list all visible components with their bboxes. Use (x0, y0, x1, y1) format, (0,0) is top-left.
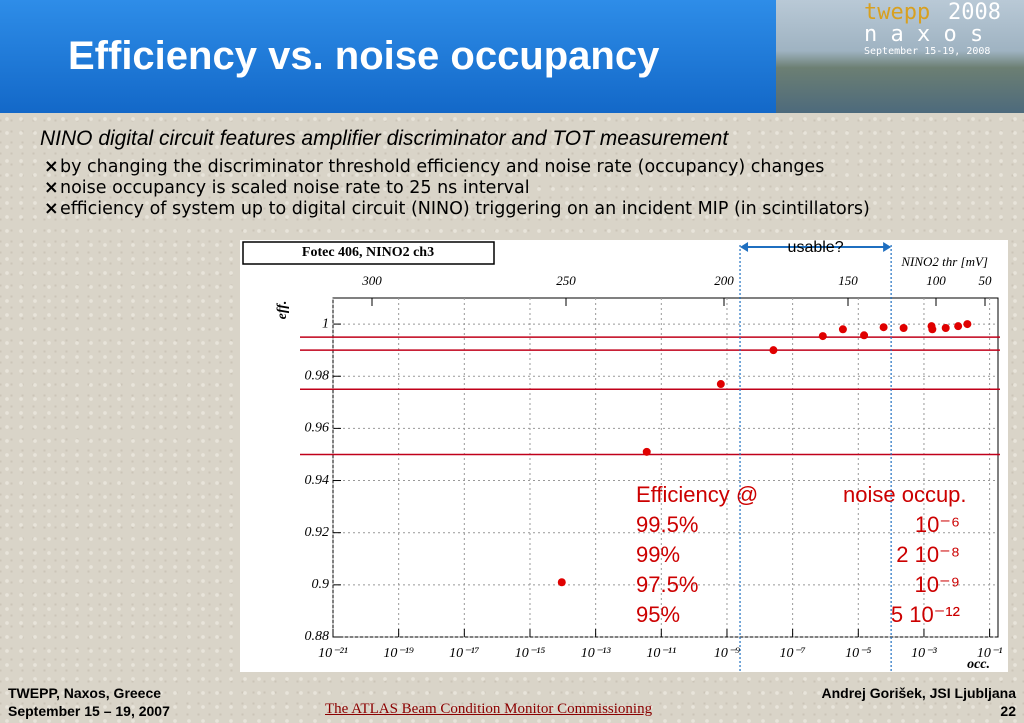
data-point (716, 380, 725, 389)
table-cell: 99.5% (636, 512, 699, 537)
x-tick-label: 10⁻¹⁷ (449, 646, 480, 661)
footer-center: The ATLAS Beam Condition Monitor Commiss… (325, 701, 653, 717)
chart-panel (240, 240, 1008, 672)
table-header: noise occup. (843, 482, 967, 507)
arrow-head (883, 242, 892, 252)
data-point (557, 578, 566, 587)
x-tick-label: 10⁻⁹ (714, 646, 740, 661)
data-point (860, 331, 869, 340)
data-point (928, 325, 937, 334)
table-cell: 95% (636, 602, 681, 627)
y-tick-label: 0.92 (305, 525, 330, 540)
x-tick-label: 10⁻¹¹ (646, 646, 676, 661)
table-cell: 99% (636, 542, 681, 567)
x-tick-label: 10⁻¹⁵ (515, 646, 546, 661)
y-tick-label: 0.98 (305, 368, 330, 383)
plot-frame (332, 297, 999, 638)
table-cell: 97.5% (636, 572, 699, 597)
table-header: Efficiency @ (636, 482, 759, 507)
banner-image: twepp 2008 n a x o s September 15-19, 20… (776, 0, 1024, 113)
table-cell: 10⁻⁹ (914, 572, 960, 597)
arrow-head (740, 242, 749, 252)
y-tick-label: 0.88 (305, 629, 330, 644)
page-number: 22 (1000, 703, 1016, 719)
chart-title: Fotec 406, NINO2 ch3 (302, 245, 434, 260)
footer-left: September 15 – 19, 2007 (8, 703, 170, 719)
bullet: by changing the discriminator threshold … (40, 157, 980, 178)
x2-tick-label: 200 (714, 273, 734, 288)
subtitle: NINO digital circuit features amplifier … (40, 127, 729, 150)
data-point (941, 323, 950, 332)
y-tick-label: 1 (322, 316, 329, 331)
data-point (954, 322, 963, 331)
x-tick-label: 10⁻²¹ (318, 646, 348, 661)
slide-title: Efficiency vs. noise occupancy (68, 34, 660, 78)
title-bar (0, 0, 776, 113)
bullet: efficiency of system up to digital circu… (40, 199, 980, 220)
x-tick-label: 10⁻¹⁹ (383, 646, 414, 661)
data-point (899, 323, 908, 332)
annotation: usable? (788, 239, 844, 256)
x-tick-label: 10⁻⁵ (845, 646, 871, 661)
data-point (879, 323, 888, 332)
x2-axis-label: NINO2 thr [mV] (900, 254, 988, 269)
y-tick-label: 0.9 (312, 577, 330, 592)
x2-tick-label: 100 (926, 273, 946, 288)
banner-year: 2008 (948, 0, 1001, 25)
banner-place: n a x o s (864, 22, 984, 47)
table-cell: 5 10⁻¹² (890, 602, 960, 627)
x-tick-label: 10⁻⁷ (780, 646, 806, 661)
data-point (818, 332, 827, 341)
x-tick-label: 10⁻¹ (977, 646, 1003, 661)
bullet-list: by changing the discriminator threshold … (40, 157, 980, 220)
footer-left: TWEPP, Naxos, Greece (8, 685, 162, 701)
y-tick-label: 0.96 (305, 421, 330, 436)
data-point (769, 346, 778, 355)
x2-tick-label: 250 (556, 273, 576, 288)
data-point (838, 325, 847, 334)
y-tick-label: 0.94 (305, 473, 330, 488)
table-cell: 10⁻⁶ (914, 512, 960, 537)
x2-tick-label: 300 (361, 273, 382, 288)
x-axis-label: occ. (967, 657, 990, 672)
banner-dates: September 15-19, 2008 (864, 46, 991, 57)
x2-tick-label: 150 (838, 273, 858, 288)
x-tick-label: 10⁻³ (911, 646, 937, 661)
x-tick-label: 10⁻¹³ (581, 646, 612, 661)
x2-tick-label: 50 (979, 273, 993, 288)
y-axis-label: eff. (275, 301, 290, 320)
chart-title-box (242, 241, 495, 265)
table-cell: 2 10⁻⁸ (896, 542, 960, 567)
footer-right: Andrej Gorišek, JSI Ljubljana (821, 685, 1017, 701)
bullet: noise occupancy is scaled noise rate to … (40, 178, 980, 199)
data-point (642, 447, 651, 456)
data-point (963, 320, 972, 329)
banner-event: twepp (864, 0, 931, 25)
